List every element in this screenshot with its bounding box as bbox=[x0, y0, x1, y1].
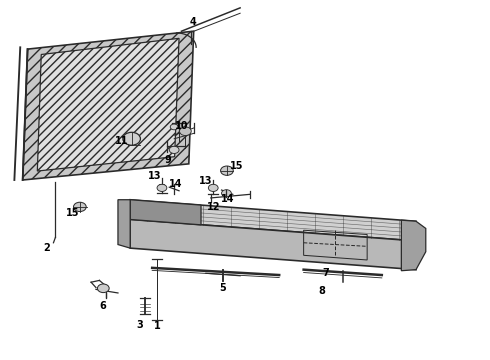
Polygon shape bbox=[118, 200, 130, 248]
Text: 3: 3 bbox=[137, 320, 143, 330]
Text: 15: 15 bbox=[66, 208, 80, 218]
Text: 10: 10 bbox=[175, 121, 188, 131]
Polygon shape bbox=[23, 31, 194, 180]
Text: 2: 2 bbox=[44, 243, 50, 253]
Text: 13: 13 bbox=[199, 176, 213, 186]
Polygon shape bbox=[130, 220, 416, 270]
Text: 1: 1 bbox=[154, 321, 160, 331]
Text: 8: 8 bbox=[319, 286, 326, 296]
Text: 9: 9 bbox=[165, 155, 171, 165]
Text: 4: 4 bbox=[189, 17, 196, 27]
Polygon shape bbox=[401, 220, 426, 271]
Text: 7: 7 bbox=[322, 268, 329, 278]
Text: 14: 14 bbox=[221, 194, 235, 204]
Circle shape bbox=[98, 284, 109, 293]
Text: 15: 15 bbox=[229, 161, 243, 171]
Text: 14: 14 bbox=[169, 179, 182, 189]
Text: 5: 5 bbox=[220, 283, 226, 293]
Circle shape bbox=[179, 127, 191, 135]
Circle shape bbox=[221, 190, 231, 197]
Circle shape bbox=[123, 132, 141, 145]
Text: 12: 12 bbox=[206, 202, 220, 212]
Polygon shape bbox=[130, 200, 201, 225]
Circle shape bbox=[74, 202, 86, 212]
Text: 6: 6 bbox=[99, 301, 106, 311]
Polygon shape bbox=[130, 200, 416, 241]
Circle shape bbox=[169, 146, 179, 153]
Circle shape bbox=[220, 166, 233, 175]
Circle shape bbox=[208, 184, 218, 192]
Text: 13: 13 bbox=[148, 171, 161, 181]
Circle shape bbox=[170, 124, 178, 130]
Text: 11: 11 bbox=[115, 136, 128, 146]
Circle shape bbox=[157, 184, 167, 192]
Polygon shape bbox=[37, 39, 179, 171]
